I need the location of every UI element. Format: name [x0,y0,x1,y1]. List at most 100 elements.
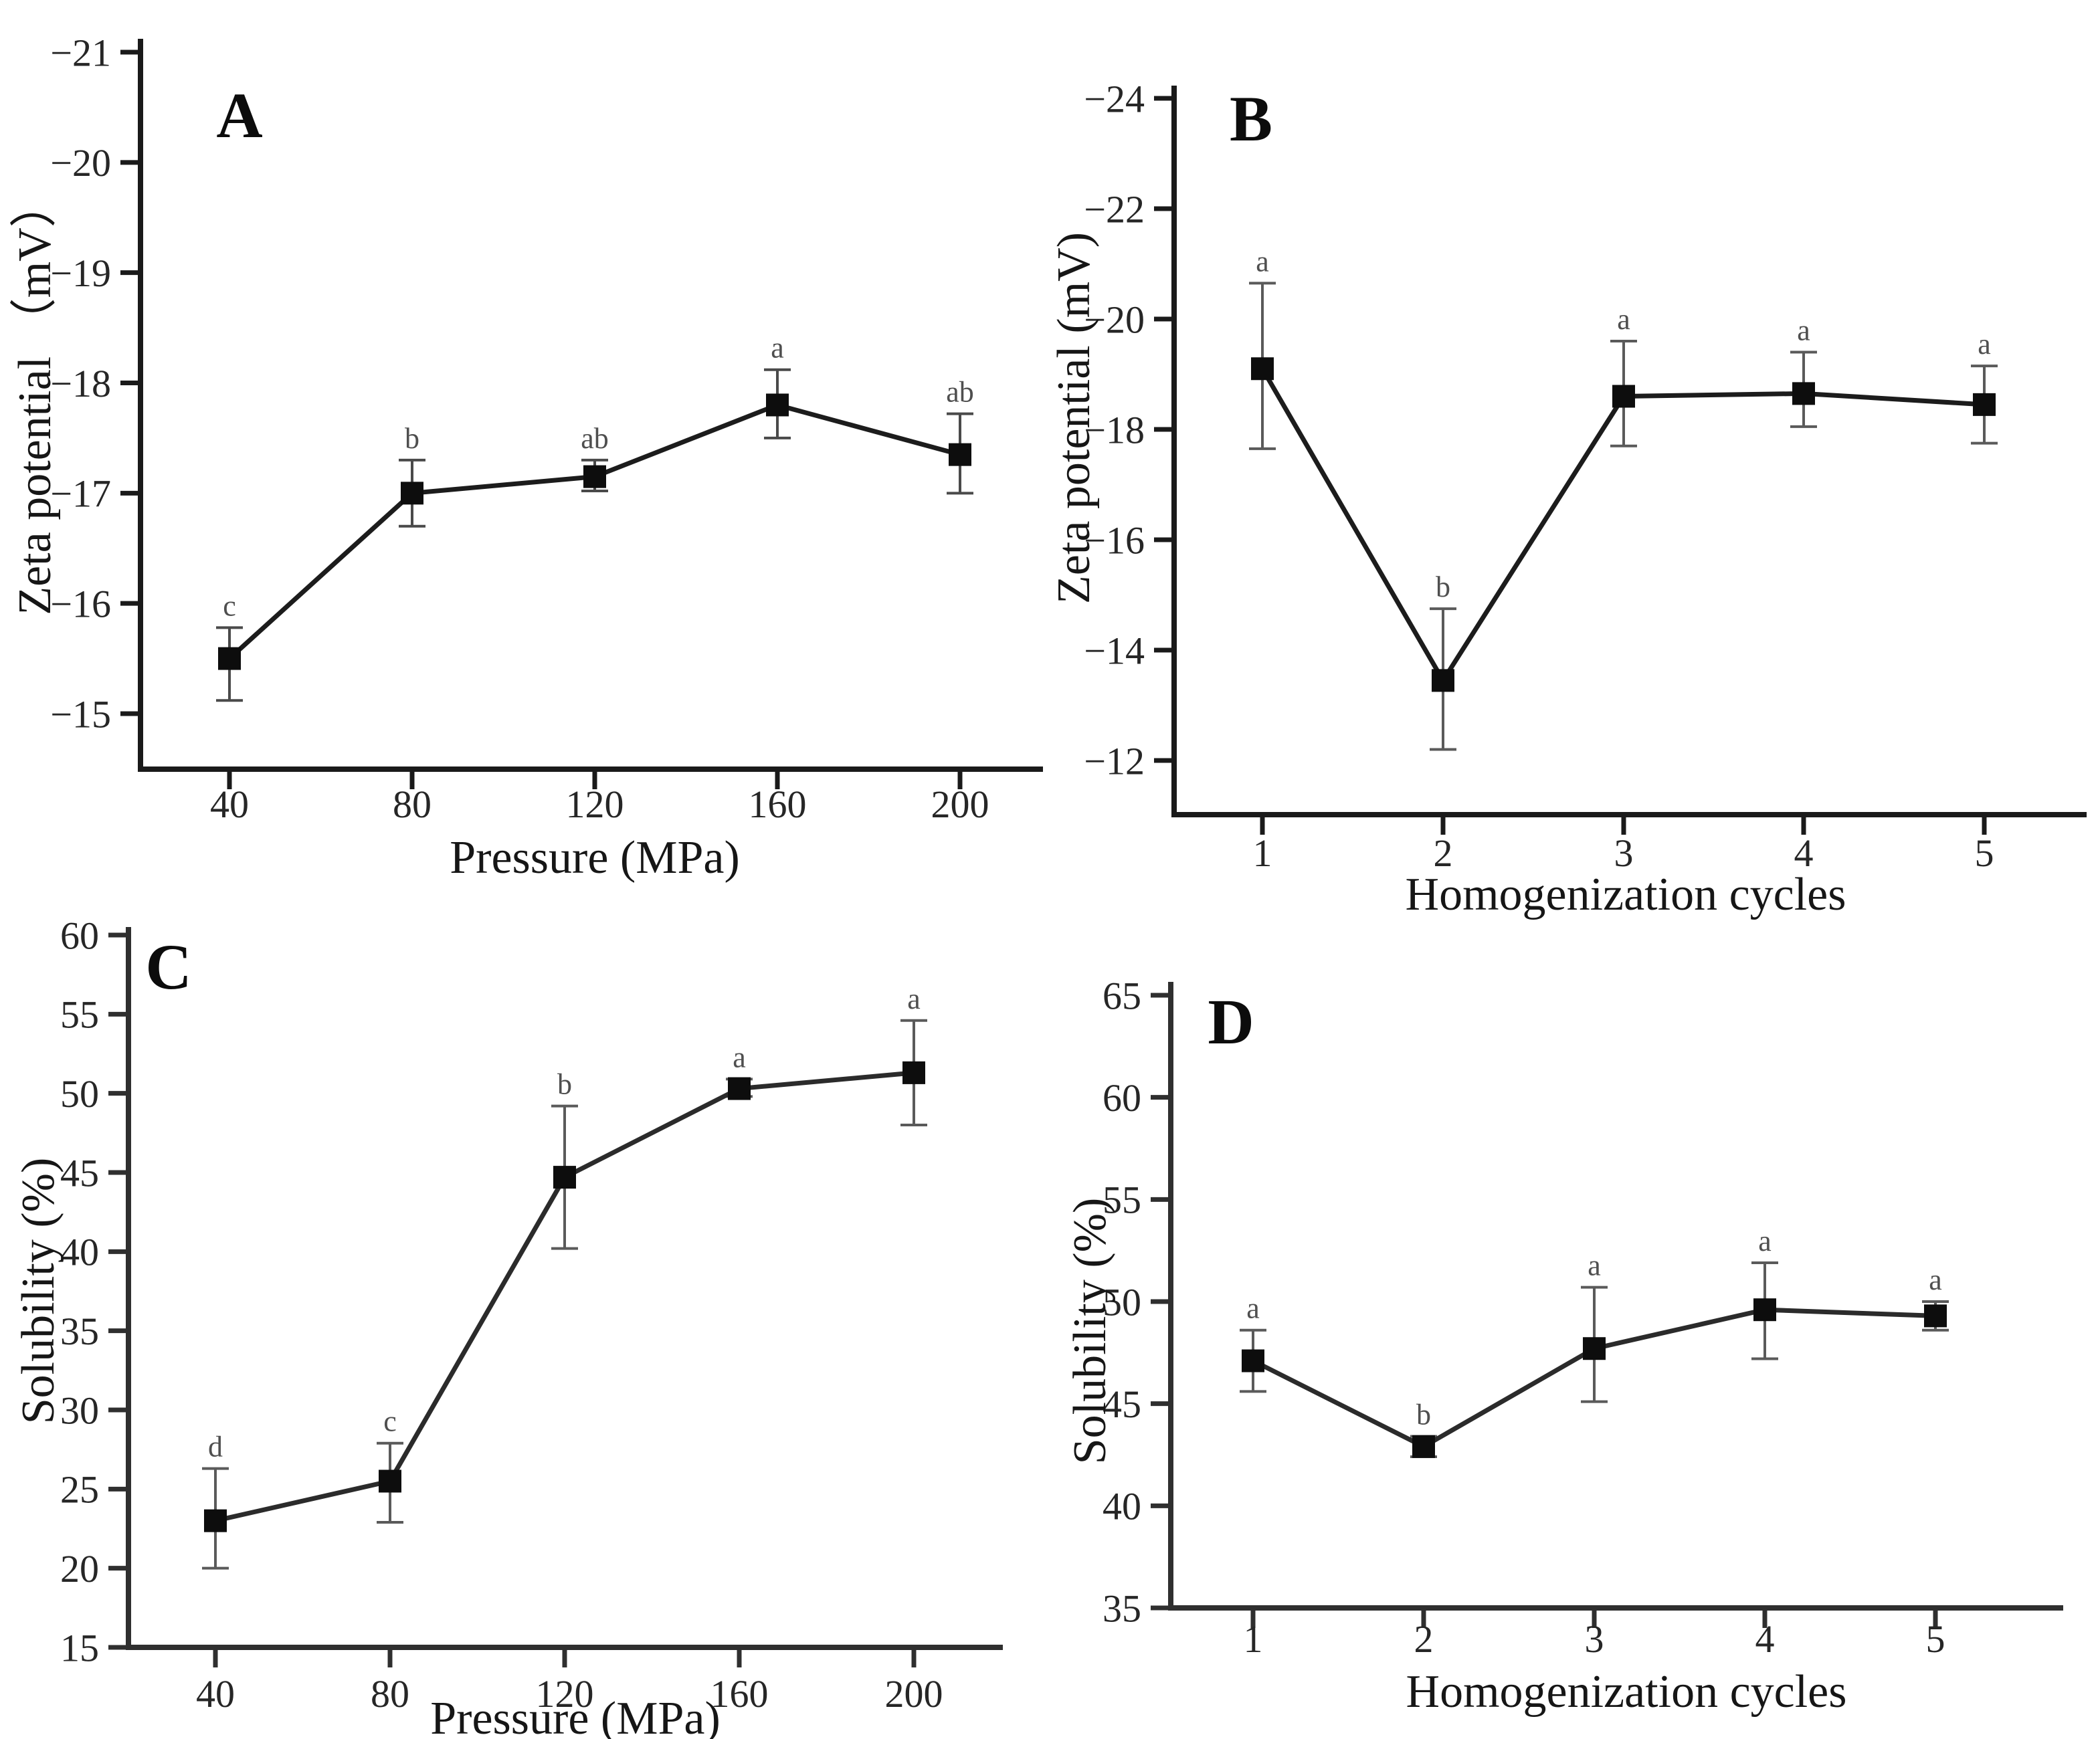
significance-letter: b [405,422,419,455]
panel-b-x-axis-title: Homogenization cycles [1406,869,1846,920]
axis-spines [126,927,1003,1650]
x-tick-label: 200 [885,1672,943,1716]
significance-letter: b [1416,1399,1431,1431]
data-point-marker [1412,1435,1435,1458]
significance-letter: a [1797,314,1810,347]
panel-c-y-axis-title: Solubility (%) [13,1158,64,1425]
significance-letter: a [1617,303,1630,336]
data-point-marker [204,1509,227,1532]
panel-b: −24 −22 −20 −18 −16 −14 −12 1 2 3 4 5 a b a a a B Homoge… [1048,77,2087,920]
y-tick-label: −18 [1084,408,1145,451]
x-tick-label: 3 [1614,831,1634,875]
x-tick-label: 1 [1244,1617,1263,1661]
y-tick-label: −21 [50,31,111,74]
panel-c-x-axis-title: Pressure (MPa) [430,1693,721,1739]
panel-b-marks: −24 −22 −20 −18 −16 −14 −12 1 2 3 4 5 a b a a a [1084,77,2087,875]
data-point-marker [1792,382,1815,405]
data-point-marker [1973,393,1996,416]
panel-a-marks: −21 −20 −19 −18 −17 −16 −15 40 80 120 160 200 c b ab a a… [50,31,1043,826]
significance-letter: ab [946,376,974,409]
significance-letter: c [383,1405,397,1438]
axis-spines [1168,982,2063,1611]
y-tick-label: −22 [1084,187,1145,231]
y-tick-label: −15 [50,692,111,736]
panel-c-marks: 60 55 50 45 40 35 30 25 20 15 40 80 120 160 200 d c b a a [60,914,1003,1716]
data-point-marker [583,465,606,488]
x-tick-label: 80 [393,783,432,826]
panel-d-y-axis-title: Solubility (%) [1064,1198,1116,1465]
x-tick-label: 160 [710,1672,769,1716]
panel-d-letter: D [1208,986,1254,1057]
x-tick-label: 4 [1794,831,1814,875]
x-tick-label: 2 [1414,1617,1434,1661]
y-tick-label: −16 [1084,518,1145,562]
y-tick-label: −20 [50,141,111,185]
axis-spines [1171,86,2087,817]
significance-letter: a [907,983,921,1015]
data-point-marker [902,1061,925,1084]
y-tick-label: −12 [1084,739,1145,783]
data-point-marker [218,647,241,670]
x-tick-label: 200 [931,783,989,826]
x-tick-label: 1 [1253,831,1272,875]
data-point-marker [1924,1304,1947,1328]
significance-letter: a [771,332,784,365]
y-tick-label: 40 [60,1231,99,1274]
y-tick-label: −16 [50,582,111,625]
y-tick-label: 60 [60,914,99,957]
y-tick-label: −18 [50,362,111,405]
panel-d-x-axis-title: Homogenization cycles [1406,1666,1847,1718]
significance-letter: ab [581,422,609,455]
data-point-marker [379,1469,401,1493]
panel-a-letter: A [216,80,262,151]
y-tick-label: 45 [1103,1383,1141,1426]
data-point-marker [553,1166,576,1189]
x-tick-label: 5 [1975,831,1994,875]
y-tick-label: 20 [60,1547,99,1591]
x-tick-label: 4 [1755,1617,1775,1661]
panel-c: 60 55 50 45 40 35 30 25 20 15 40 80 120 160 200 d c b a a C… [13,914,1003,1739]
axis-spines [138,39,1043,772]
x-tick-label: 2 [1434,831,1453,875]
y-tick-label: −20 [1084,298,1145,341]
significance-letter: a [1978,328,1991,361]
y-tick-label: −17 [50,472,111,516]
data-point-marker [1612,385,1635,408]
x-tick-label: 3 [1585,1617,1604,1661]
data-point-marker [728,1077,751,1100]
y-tick-label: 50 [1103,1280,1141,1324]
data-point-marker [401,482,423,505]
y-tick-label: 50 [60,1072,99,1116]
y-tick-label: 25 [60,1468,99,1512]
y-tick-label: 30 [60,1389,99,1432]
data-point-marker [1242,1349,1264,1372]
x-tick-label: 120 [536,1672,594,1716]
panel-a-x-axis-title: Pressure (MPa) [450,832,740,884]
data-point-marker [1432,669,1454,692]
significance-letter: a [1256,245,1269,278]
y-tick-label: 35 [1103,1587,1141,1630]
y-tick-label: 40 [1103,1485,1141,1528]
data-point-marker [766,393,789,417]
x-tick-label: 40 [210,783,249,826]
y-tick-label: 55 [1103,1179,1141,1222]
data-point-marker [949,443,971,466]
significance-letter: c [223,589,236,622]
y-tick-label: 65 [1103,974,1141,1017]
panel-a-y-axis-title: Zeta potential （mV） [9,181,61,615]
x-tick-label: 80 [371,1672,409,1716]
y-tick-label: 45 [60,1151,99,1195]
panel-c-letter: C [145,931,191,1003]
significance-letter: a [733,1041,746,1073]
significance-letter: a [1758,1225,1772,1257]
significance-letter: a [1929,1263,1942,1296]
y-tick-label: 60 [1103,1076,1141,1120]
y-tick-label: −19 [50,251,111,295]
significance-letter: d [208,1431,223,1463]
y-tick-label: −24 [1084,77,1145,120]
y-tick-label: −14 [1084,629,1145,672]
y-tick-label: 15 [60,1626,99,1669]
